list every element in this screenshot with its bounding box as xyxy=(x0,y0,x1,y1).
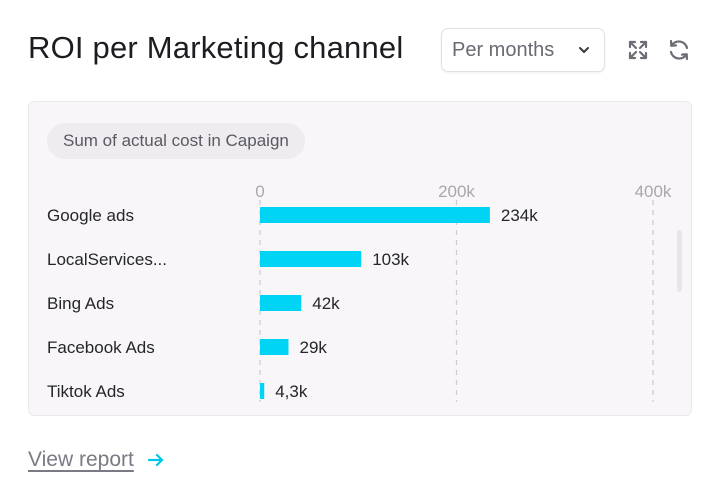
chart-scrollbar[interactable] xyxy=(677,230,682,292)
view-report-link[interactable]: View report xyxy=(28,448,166,472)
expand-arrows-icon xyxy=(628,40,648,60)
bar-value-label: 42k xyxy=(312,294,340,313)
chevron-down-icon xyxy=(576,42,592,58)
bar xyxy=(260,383,265,399)
bar-value-label: 234k xyxy=(501,206,538,225)
view-report-label: View report xyxy=(28,448,134,471)
bar-value-label: 4,3k xyxy=(275,382,308,401)
refresh-button[interactable] xyxy=(665,36,693,64)
x-tick-label: 400k xyxy=(635,182,672,201)
category-label: LocalServices... xyxy=(47,250,167,269)
bar xyxy=(260,207,490,223)
bar xyxy=(260,295,302,311)
period-select[interactable]: Per months xyxy=(441,28,605,72)
chart-panel: Sum of actual cost in Capaign 0 200k 400k G… xyxy=(28,101,692,416)
metric-chip: Sum of actual cost in Capaign xyxy=(47,123,305,159)
refresh-icon xyxy=(669,39,689,61)
bar xyxy=(260,251,362,267)
arrow-right-icon xyxy=(146,450,166,470)
widget-title: ROI per Marketing channel xyxy=(28,30,404,65)
category-label: Facebook Ads xyxy=(47,338,155,357)
bar xyxy=(260,339,289,355)
bar-value-label: 103k xyxy=(372,250,409,269)
x-tick-label: 200k xyxy=(438,182,475,201)
category-label: Tiktok Ads xyxy=(47,382,125,401)
x-tick-label: 0 xyxy=(255,182,264,201)
expand-button[interactable] xyxy=(624,36,652,64)
bar-chart: 0 200k 400k Google ads 234k LocalServices... 1… xyxy=(47,182,672,402)
category-label: Bing Ads xyxy=(47,294,114,313)
period-select-value: Per months xyxy=(452,38,555,61)
bar-value-label: 29k xyxy=(299,338,327,357)
category-label: Google ads xyxy=(47,206,134,225)
